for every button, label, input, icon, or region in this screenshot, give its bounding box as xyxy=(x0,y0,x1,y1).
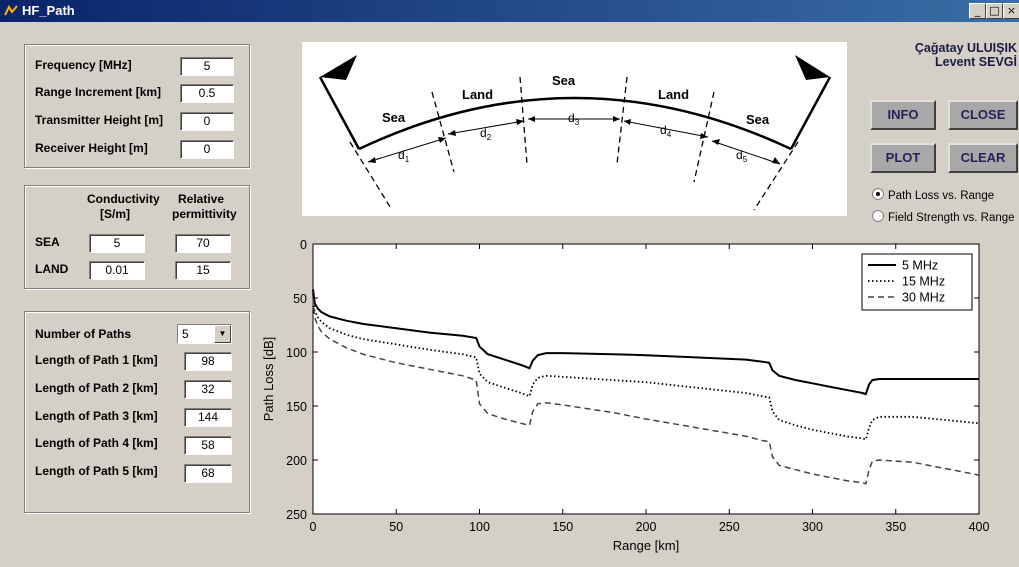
field-strength-radio[interactable]: Field Strength vs. Range xyxy=(872,210,1015,224)
paths-panel: Number of Paths 5 ▼ Length of Path 1 [km… xyxy=(24,311,250,513)
range-increment-label: Range Increment [km] xyxy=(35,85,162,99)
legend-label-2: 15 MHz xyxy=(902,275,945,289)
author-1: Çağatay ULUIŞIK xyxy=(914,41,1017,55)
series-line-1 xyxy=(312,289,979,396)
segment-5-label: Sea xyxy=(746,112,770,127)
sea-label: SEA xyxy=(35,235,60,249)
close-window-button[interactable]: × xyxy=(1003,3,1019,19)
x-tick-label: 400 xyxy=(969,520,990,534)
frequency-input[interactable]: 5 xyxy=(180,57,234,76)
path-4-input[interactable]: 58 xyxy=(184,436,232,455)
path-loss-chart: 0 50 100 150 200 250 300 350 400050100150200250 … xyxy=(261,238,990,553)
number-of-paths-value: 5 xyxy=(182,327,189,341)
receiver-height-label: Receiver Height [m] xyxy=(35,141,148,155)
path-3-input[interactable]: 144 xyxy=(184,408,232,427)
distance-1-label: d1 xyxy=(398,148,410,164)
x-tick-label: 350 xyxy=(885,520,906,534)
distance-5-label: d5 xyxy=(736,148,748,164)
info-button[interactable]: INFO xyxy=(870,100,936,130)
x-axis-label: Range [km] xyxy=(613,538,679,553)
radio-unselected-icon[interactable] xyxy=(872,210,884,222)
sea-conductivity-input[interactable]: 5 xyxy=(89,234,145,253)
transmitter-height-input[interactable]: 0 xyxy=(180,112,234,131)
path-2-label: Length of Path 2 [km] xyxy=(35,381,158,395)
conductivity-header: Conductivity xyxy=(87,192,160,206)
distance-3-label: d3 xyxy=(568,111,580,127)
path-1-input[interactable]: 98 xyxy=(184,352,232,371)
legend-box xyxy=(861,253,973,311)
maximize-button[interactable]: □ xyxy=(986,3,1003,19)
transmitter-flag-icon xyxy=(320,55,357,80)
frequency-label: Frequency [MHz] xyxy=(35,58,132,72)
y-axis-label: Path Loss [dB] xyxy=(261,337,276,422)
legend-label-3: 30 MHz xyxy=(902,291,945,305)
receiver-height-input[interactable]: 0 xyxy=(180,140,234,159)
x-tick-label: 100 xyxy=(469,520,490,534)
y-tick-label: 100 xyxy=(286,346,307,360)
land-label: LAND xyxy=(35,262,69,276)
y-tick-label: 0 xyxy=(300,238,307,252)
receiver-flag-icon xyxy=(795,55,830,80)
legend-label-1: 5 MHz xyxy=(902,259,938,273)
ground-parameters-panel: Conductivity [S/m] Relative permittivity… xyxy=(24,185,250,289)
path-3-label: Length of Path 3 [km] xyxy=(35,409,158,423)
author-2: Levent SEVGİ xyxy=(935,55,1017,69)
path-4-label: Length of Path 4 [km] xyxy=(35,436,158,450)
segment-2-label: Land xyxy=(462,87,493,102)
x-tick-label: 150 xyxy=(552,520,573,534)
conductivity-unit: [S/m] xyxy=(100,207,130,221)
y-tick-label: 50 xyxy=(293,292,307,306)
minimize-button[interactable]: _ xyxy=(969,3,986,19)
matlab-icon xyxy=(4,4,18,16)
number-of-paths-label: Number of Paths xyxy=(35,327,132,341)
dropdown-arrow-icon[interactable]: ▼ xyxy=(214,325,231,343)
distance-2-label: d2 xyxy=(480,126,492,142)
window-title: HF_Path xyxy=(22,3,75,18)
permittivity-header-2: permittivity xyxy=(172,207,237,221)
x-tick-label: 50 xyxy=(389,520,403,534)
x-tick-label: 0 xyxy=(310,520,317,534)
parameters-panel: Frequency [MHz] 5 Range Increment [km] 0… xyxy=(24,44,250,168)
land-permittivity-input[interactable]: 15 xyxy=(175,261,231,280)
y-tick-label: 150 xyxy=(286,400,307,414)
segment-1-label: Sea xyxy=(382,110,406,125)
path-5-label: Length of Path 5 [km] xyxy=(35,464,158,478)
x-tick-label: 250 xyxy=(719,520,740,534)
number-of-paths-select[interactable]: 5 ▼ xyxy=(177,324,232,344)
y-tick-label: 250 xyxy=(286,508,307,522)
land-conductivity-input[interactable]: 0.01 xyxy=(89,261,145,280)
path-loss-radio[interactable]: Path Loss vs. Range xyxy=(872,188,994,202)
path-1-label: Length of Path 1 [km] xyxy=(35,353,158,367)
distance-4-label: d4 xyxy=(660,123,672,139)
close-button[interactable]: CLOSE xyxy=(948,100,1018,130)
transmitter-height-label: Transmitter Height [m] xyxy=(35,113,164,127)
series-line-3 xyxy=(312,297,980,485)
window-titlebar: HF_Path _ □ × xyxy=(0,0,1019,22)
path-5-input[interactable]: 68 xyxy=(184,464,232,483)
path-diagram: Sea Land Sea Land Sea d1 d2 d3 d4 d5 xyxy=(302,42,847,216)
x-tick-label: 200 xyxy=(636,520,657,534)
path-2-input[interactable]: 32 xyxy=(184,380,232,399)
plot-button[interactable]: PLOT xyxy=(870,143,936,173)
series-line-2 xyxy=(312,293,980,441)
sea-permittivity-input[interactable]: 70 xyxy=(175,234,231,253)
y-tick-label: 200 xyxy=(286,454,307,468)
clear-button[interactable]: CLEAR xyxy=(948,143,1018,173)
radio-selected-icon[interactable] xyxy=(872,188,884,200)
permittivity-header: Relative xyxy=(178,192,225,206)
x-tick-label: 300 xyxy=(802,520,823,534)
segment-3-label: Sea xyxy=(552,73,576,88)
range-increment-input[interactable]: 0.5 xyxy=(180,84,234,103)
segment-4-label: Land xyxy=(658,87,689,102)
